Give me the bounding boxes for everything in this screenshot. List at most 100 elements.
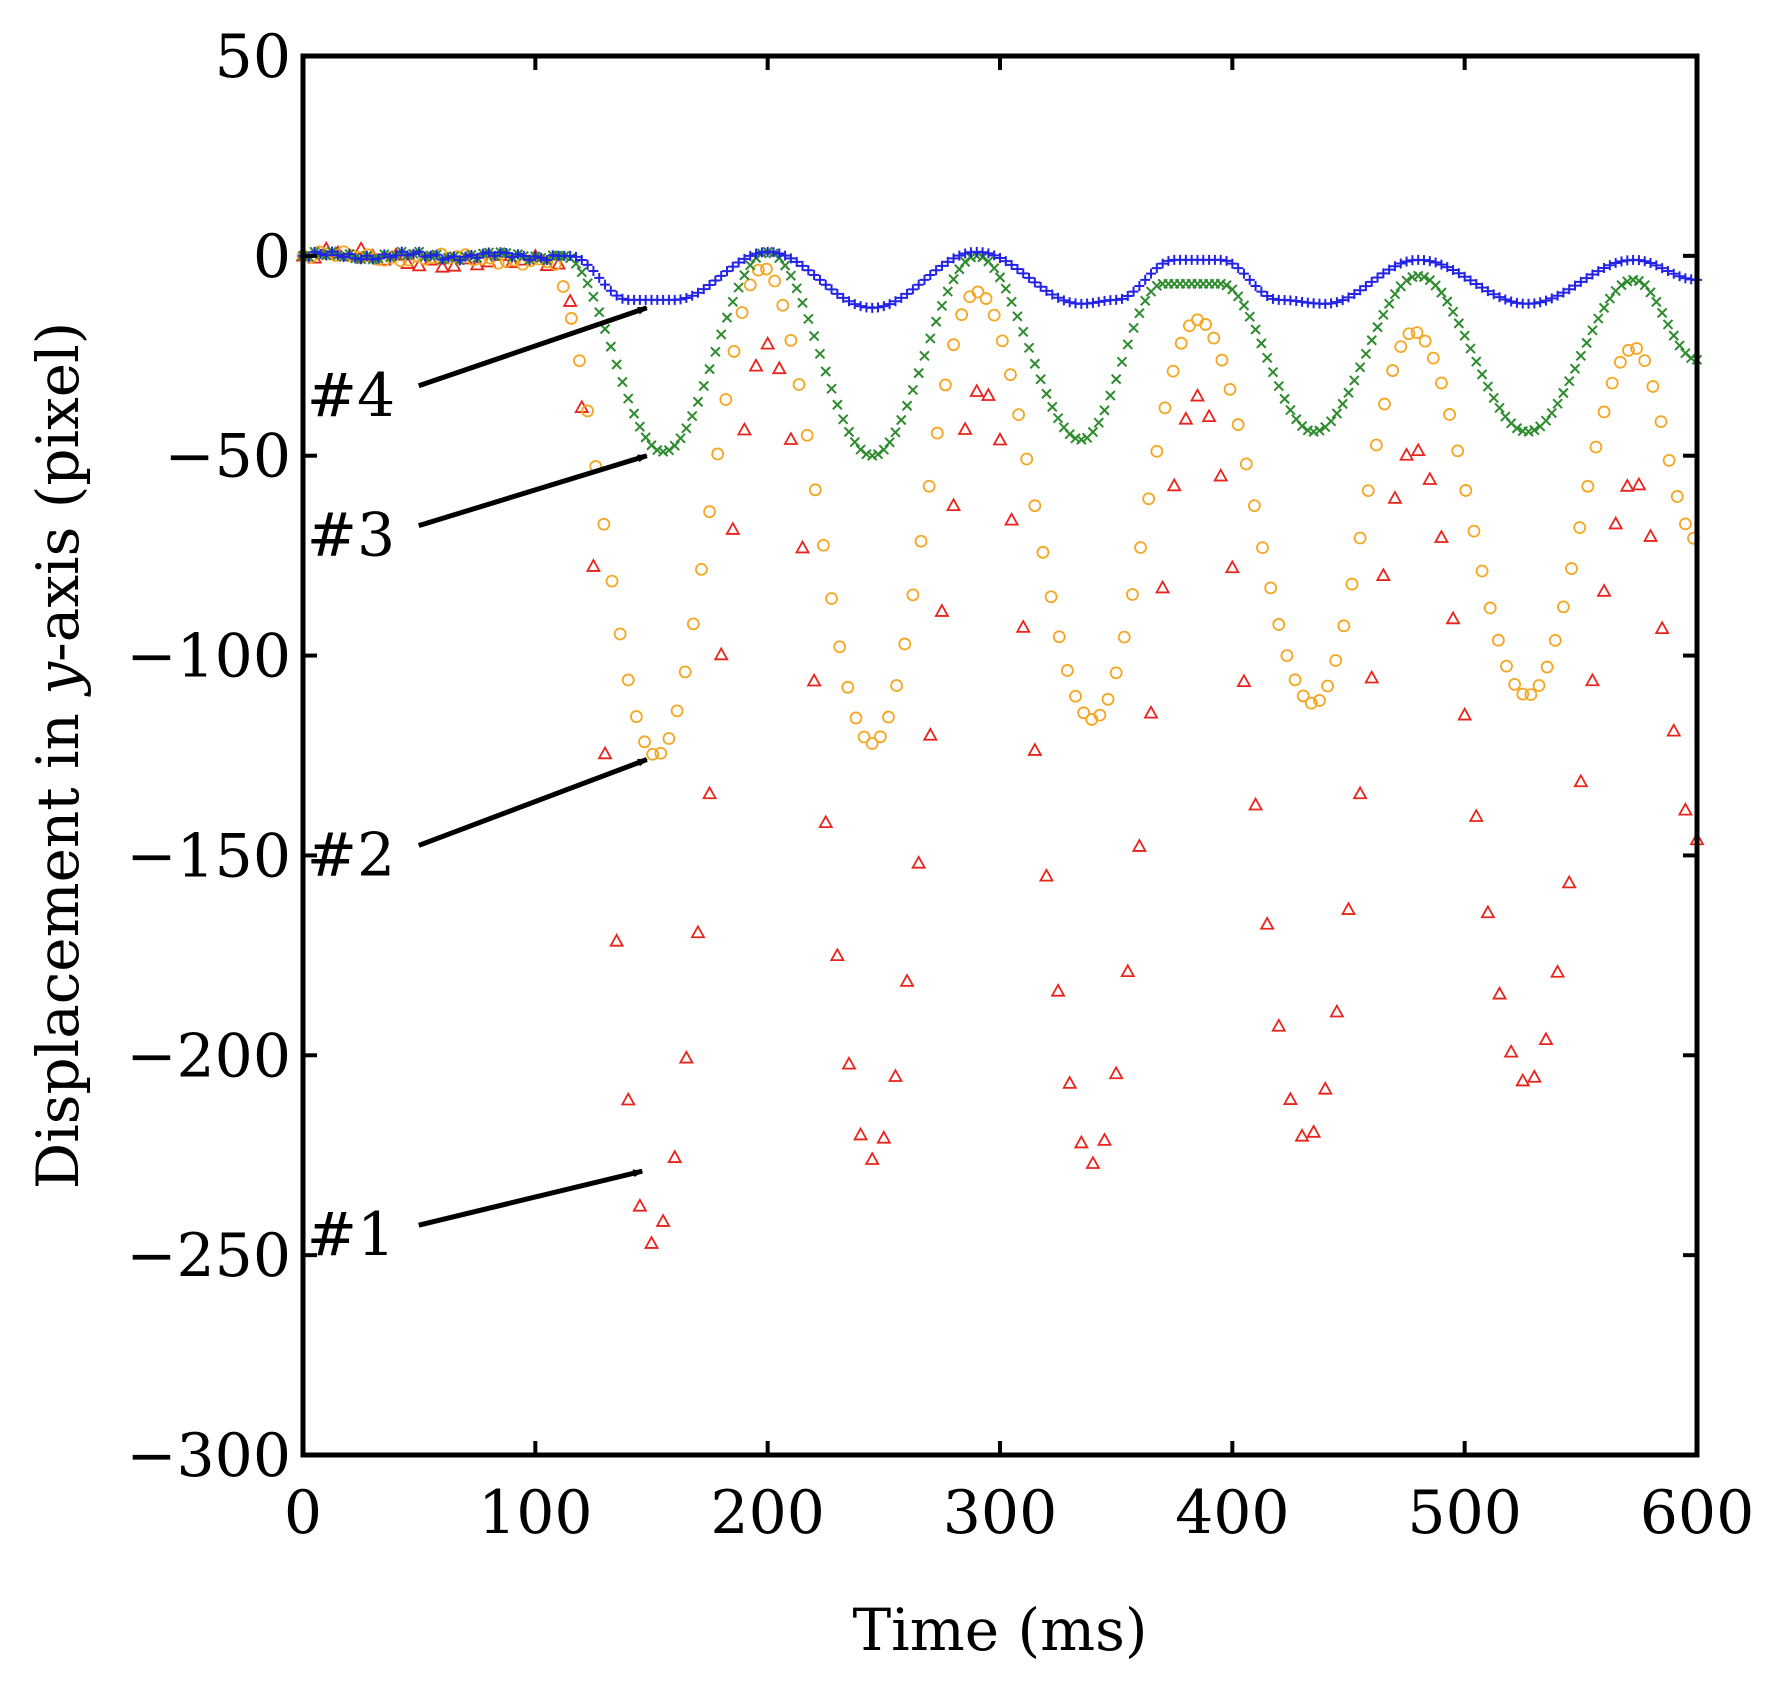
data-point: [865, 737, 879, 750]
data-point: [472, 252, 483, 263]
data-point: [776, 298, 790, 312]
data-point: [994, 272, 1006, 283]
data-point: [1443, 408, 1456, 421]
data-point: [745, 250, 756, 261]
data-point: [396, 246, 407, 257]
data-point: [576, 266, 588, 278]
data-point: [735, 306, 749, 319]
data-point: [1378, 397, 1391, 411]
data-point: [1140, 274, 1151, 285]
data-point: [1546, 293, 1557, 304]
data-point: [979, 292, 993, 305]
data-point: [460, 251, 471, 262]
data-point: [948, 274, 959, 285]
data-point: [541, 255, 552, 266]
data-point: [1558, 287, 1569, 298]
data-point: [1503, 1043, 1519, 1058]
data-point: [1610, 258, 1621, 269]
data-point: [1060, 664, 1074, 677]
data-point: [373, 253, 384, 264]
data-point: [1386, 364, 1400, 377]
data-point: [1604, 293, 1616, 304]
data-point: [1550, 964, 1566, 978]
data-point: [1105, 390, 1116, 401]
data-point: [710, 275, 721, 286]
data-point: [1047, 289, 1058, 300]
data-point: [327, 246, 338, 257]
data-point: [922, 727, 938, 741]
data-point: [1378, 268, 1389, 279]
data-point: [794, 539, 811, 554]
data-point: [930, 426, 944, 440]
data-point: [800, 428, 814, 442]
data-point: [414, 246, 425, 257]
data-point: [1410, 442, 1426, 457]
data-point: [995, 252, 1005, 263]
data-point: [1221, 255, 1232, 266]
data-point: [686, 617, 700, 631]
data-point: [739, 270, 750, 281]
data-point: [1018, 326, 1029, 338]
data-point: [1442, 296, 1453, 307]
data-point: [1099, 405, 1110, 416]
data-point: [1126, 588, 1139, 601]
data-point: [605, 285, 616, 296]
data-point: [489, 250, 500, 261]
data-point: [1570, 280, 1581, 291]
data-point: [1526, 1069, 1542, 1083]
data-point: [1050, 983, 1066, 997]
data-point: [1329, 1003, 1345, 1018]
data-point: [620, 1091, 636, 1106]
data-point: [1122, 291, 1133, 302]
annotation-arrow: [418, 1168, 644, 1228]
data-point: [829, 947, 845, 962]
data-point: [1076, 434, 1087, 445]
data-point: [1651, 296, 1662, 308]
data-point: [597, 517, 611, 531]
data-point: [931, 265, 942, 276]
data-point: [605, 341, 617, 352]
data-point: [1041, 285, 1052, 296]
data-point: [843, 296, 854, 307]
data-point: [1337, 295, 1348, 306]
data-point: [1093, 708, 1107, 722]
data-point: [466, 249, 477, 260]
data-point: [1029, 277, 1040, 288]
data-point: [402, 250, 413, 261]
data-point: [1668, 330, 1679, 341]
data-point: [704, 363, 715, 375]
annotation-label: #3: [307, 501, 395, 571]
data-point: [1399, 447, 1415, 461]
data-point: [727, 296, 739, 308]
data-point: [1353, 531, 1367, 545]
data-point: [1038, 867, 1054, 882]
data-point: [1633, 275, 1645, 287]
data-point: [1558, 387, 1569, 399]
data-point: [1372, 321, 1383, 333]
data-point: [1564, 376, 1575, 387]
data-point: [948, 253, 959, 264]
data-point: [1475, 564, 1489, 578]
data-point: [857, 730, 871, 744]
data-point: [1052, 413, 1064, 424]
data-point: [1238, 300, 1250, 311]
data-point: [611, 359, 622, 370]
data-point: [1288, 673, 1302, 687]
data-point: [1426, 351, 1440, 365]
data-point: [1006, 296, 1017, 308]
data-point: [797, 297, 808, 309]
data-point: [692, 287, 703, 298]
data-point: [1587, 269, 1598, 280]
data-point: [837, 414, 849, 425]
data-point: [565, 250, 576, 261]
data-point: [564, 312, 578, 325]
data-point: [818, 814, 834, 829]
data-point: [1073, 1134, 1089, 1149]
data-point: [617, 293, 628, 304]
data-point: [1294, 1128, 1310, 1142]
data-point: [784, 333, 798, 347]
data-point: [690, 924, 706, 939]
data-point: [702, 785, 718, 800]
data-point: [826, 383, 837, 394]
data-point: [727, 345, 741, 358]
